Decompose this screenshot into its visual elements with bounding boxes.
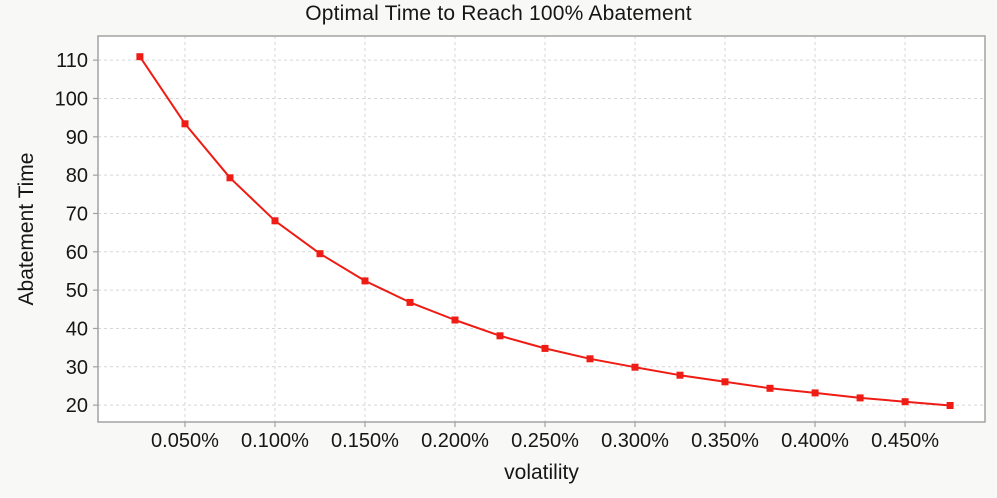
data-point-marker [361, 277, 369, 285]
y-tick-label: 30 [66, 357, 88, 379]
plot-area [98, 36, 985, 422]
y-tick-label: 20 [66, 395, 88, 417]
y-tick-label: 60 [66, 242, 88, 264]
y-tick-label: 70 [66, 203, 88, 225]
data-point-marker [406, 298, 414, 306]
data-point-marker [271, 217, 279, 225]
data-point-marker [541, 344, 549, 352]
data-point-marker [316, 250, 324, 258]
x-tick-label: 0.100% [241, 430, 309, 452]
data-point-marker [631, 363, 639, 371]
x-tick-label: 0.350% [691, 430, 759, 452]
data-point-marker [811, 389, 819, 397]
data-point-marker [946, 402, 954, 409]
y-tick-label: 90 [66, 127, 88, 149]
x-tick-label: 0.450% [871, 430, 939, 452]
x-tick-label: 0.200% [421, 430, 489, 452]
data-point-marker [226, 174, 234, 182]
y-tick-label: 100 [55, 88, 88, 110]
data-point-marker [181, 120, 189, 128]
data-point-marker [721, 378, 729, 386]
data-point-marker [856, 394, 864, 402]
plot-frame [97, 35, 986, 423]
data-point-marker [586, 355, 594, 363]
x-tick-label: 0.400% [781, 430, 849, 452]
x-tick-label: 0.050% [151, 430, 219, 452]
chart-title: Optimal Time to Reach 100% Abatement [305, 2, 692, 25]
x-tick-label: 0.250% [511, 430, 579, 452]
data-point-marker [676, 371, 684, 379]
data-point-marker [766, 384, 774, 392]
data-point-marker [451, 316, 459, 324]
x-axis-label: volatility [504, 461, 579, 484]
data-point-marker [496, 332, 504, 340]
x-tick-label: 0.150% [331, 430, 399, 452]
x-tick-label: 0.300% [601, 430, 669, 452]
y-tick-label: 80 [66, 165, 88, 187]
data-point-marker [136, 53, 144, 61]
y-tick-label: 50 [66, 280, 88, 302]
y-tick-label: 40 [66, 318, 88, 340]
y-tick-label: 110 [56, 50, 88, 72]
data-point-marker [901, 398, 909, 406]
